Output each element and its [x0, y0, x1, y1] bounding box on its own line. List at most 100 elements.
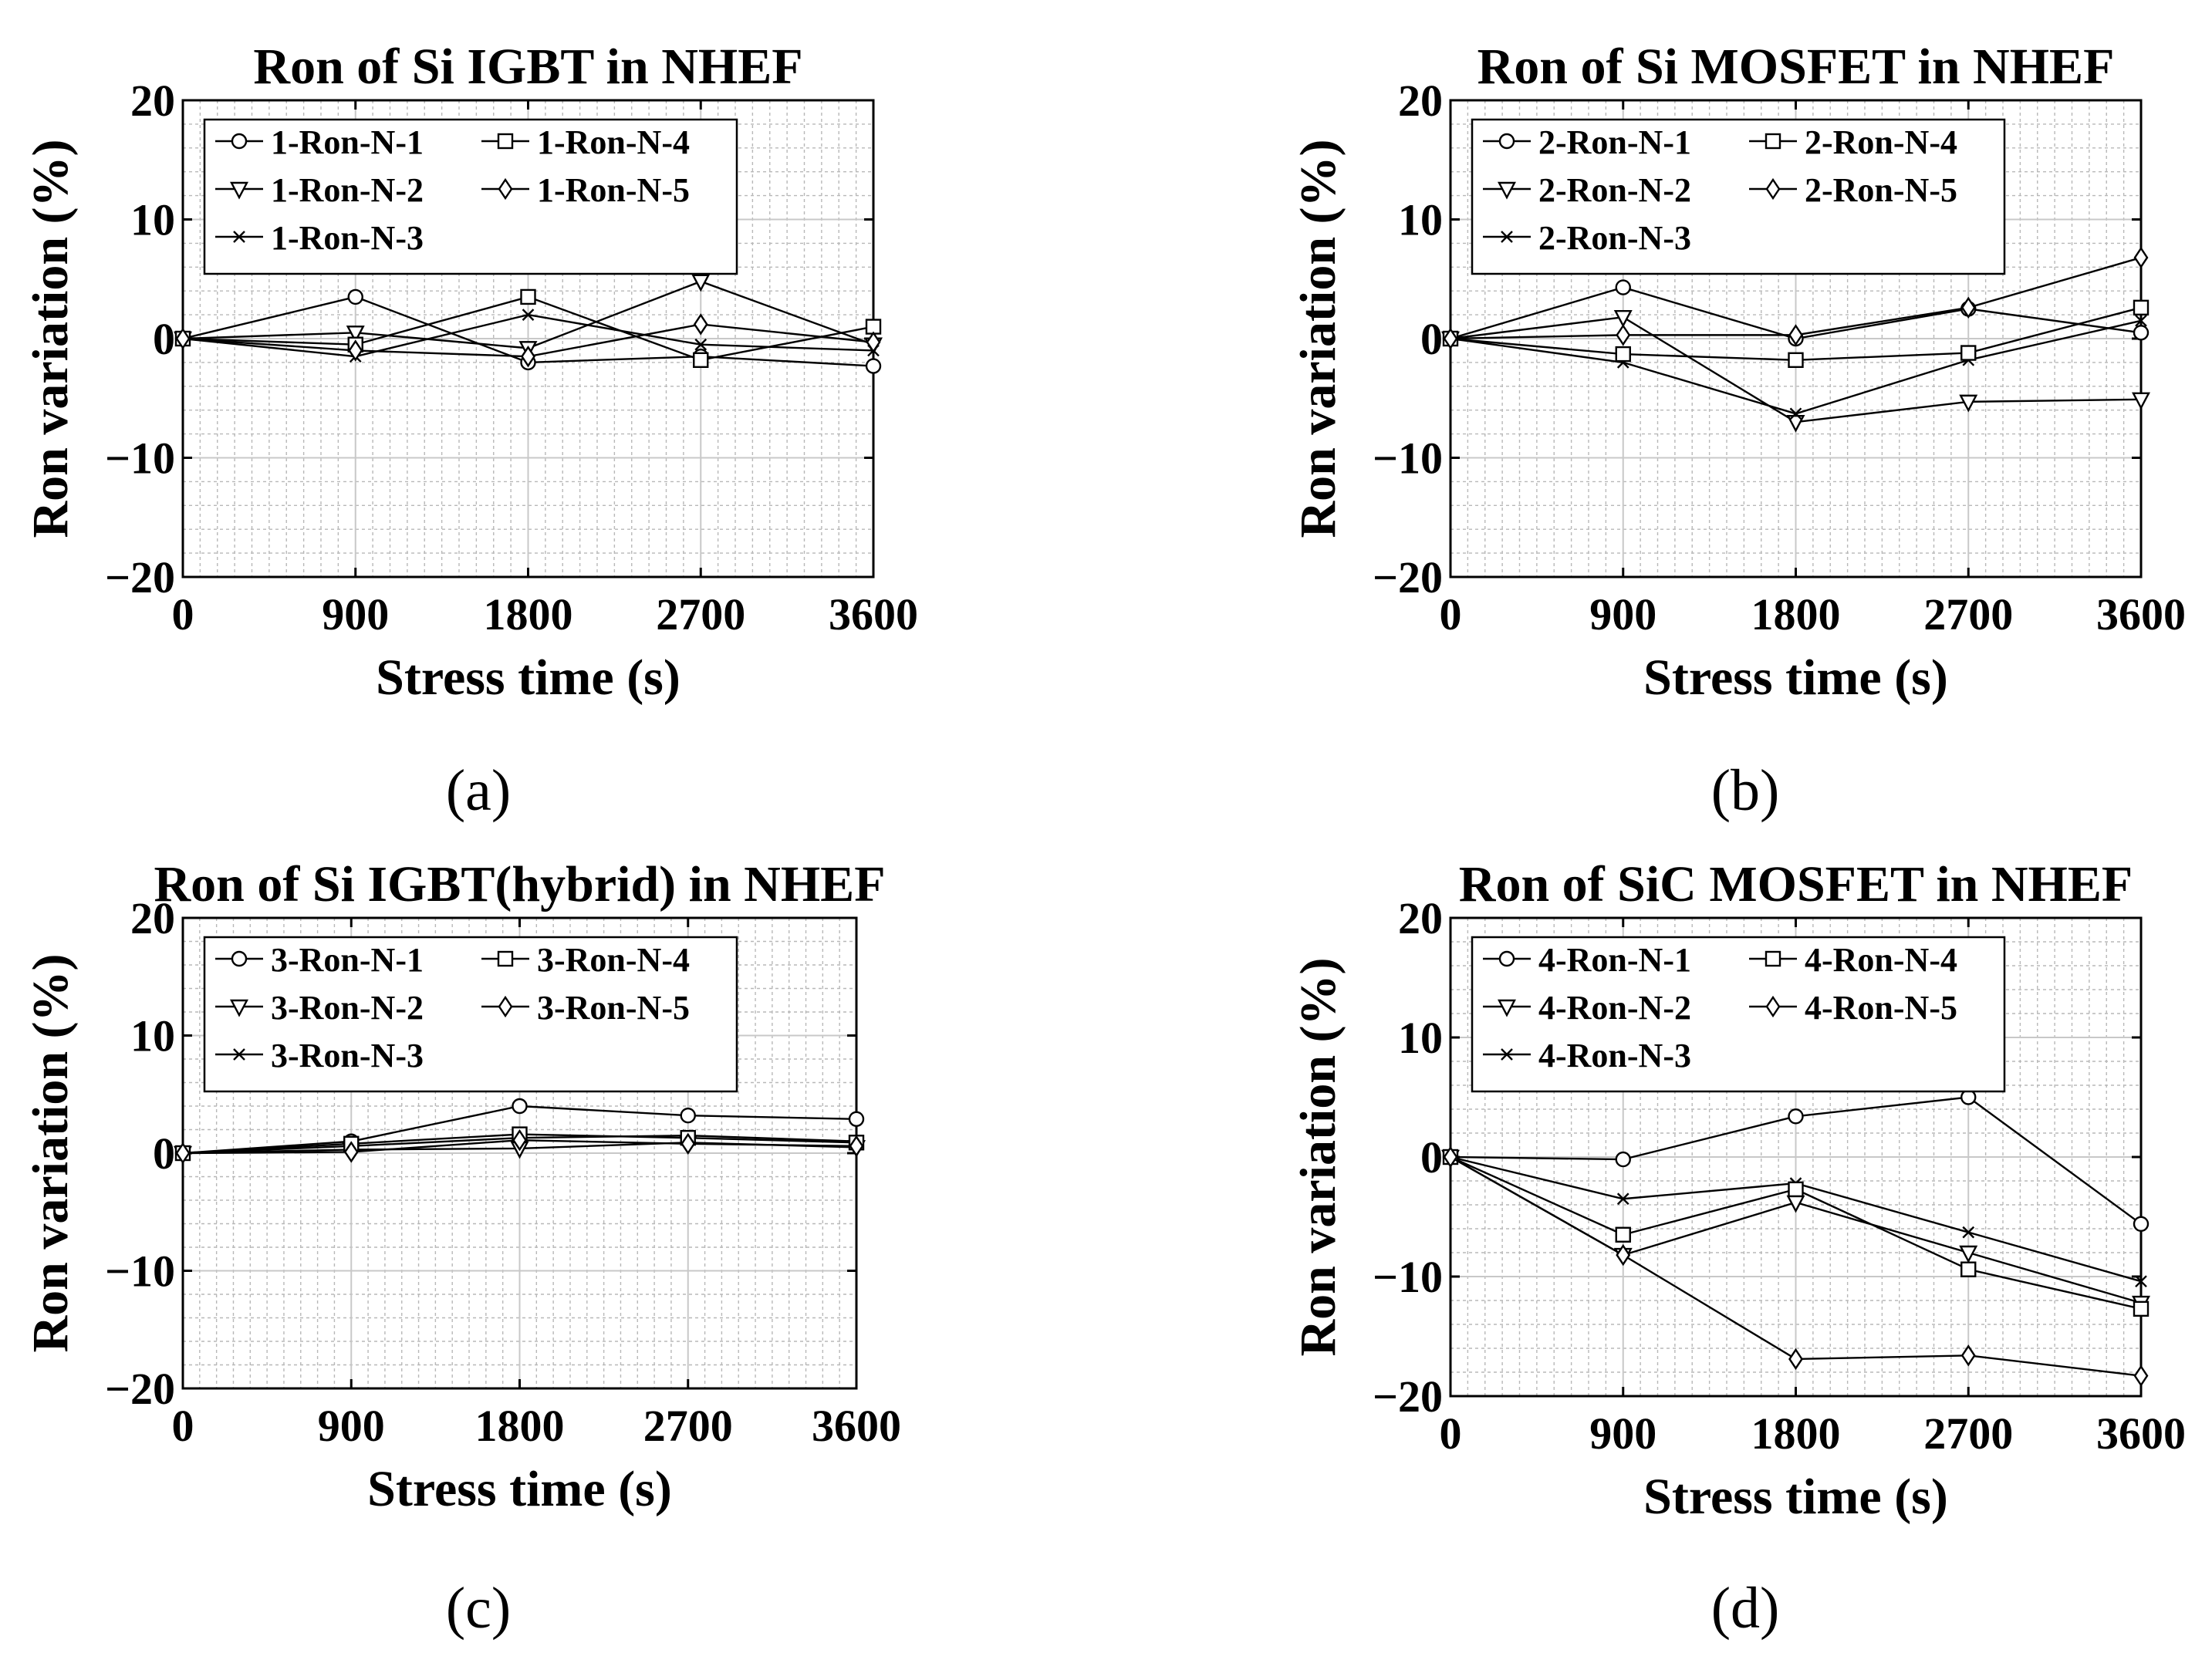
- legend: 2-Ron-N-1 2-Ron-N-2 2-Ron-N-3 2-Ron-N-4 2-Ro…: [1471, 118, 2006, 275]
- data-point: [1615, 1226, 1631, 1243]
- y-tick-label: −20: [1373, 552, 1443, 602]
- legend-item-1-Ron-N-2: 1-Ron-N-2: [215, 171, 424, 209]
- legend-item-1-Ron-N-5: 1-Ron-N-5: [481, 171, 690, 209]
- legend-item-3-Ron-N-3: 3-Ron-N-3: [215, 1037, 424, 1074]
- series-3-Ron-N-5: [175, 1129, 864, 1165]
- y-tick-label: 10: [130, 1011, 175, 1061]
- y-tick-label: 0: [1420, 314, 1443, 364]
- y-tick-label: −20: [1373, 1371, 1443, 1422]
- legend-label: 1-Ron-N-5: [537, 171, 690, 209]
- data-point: [346, 326, 365, 343]
- data-point: [1788, 1348, 1803, 1371]
- data-point: [1443, 327, 1458, 350]
- legend-item-2-Ron-N-1: 2-Ron-N-1: [1483, 123, 1691, 161]
- x-axis-label: Stress time (s): [1643, 1469, 1948, 1525]
- series-4-Ron-N-5: [1443, 1145, 2149, 1387]
- data-point: [866, 331, 881, 353]
- y-tick-label: 0: [153, 1128, 175, 1179]
- data-point: [693, 352, 709, 369]
- y-tick-label: −10: [105, 1246, 175, 1297]
- legend-label: 3-Ron-N-3: [271, 1037, 424, 1074]
- series-2-Ron-N-5: [1443, 246, 2149, 350]
- data-point: [2133, 299, 2150, 316]
- y-tick-label: −10: [105, 433, 175, 484]
- legend-label: 4-Ron-N-3: [1538, 1037, 1691, 1074]
- legend-label: 3-Ron-N-2: [271, 989, 424, 1027]
- data-point: [1788, 1108, 1804, 1125]
- legend-item-4-Ron-N-3: 4-Ron-N-3: [1483, 1037, 1691, 1074]
- data-point: [680, 1132, 696, 1155]
- chart-panel-1: 0 900 1800 2700 3600 20 10 0 −10 −20 Ron of Si IGB…: [22, 39, 918, 706]
- data-point: [2133, 325, 2150, 341]
- data-point: [848, 1111, 865, 1127]
- y-tick-label: 0: [153, 314, 175, 364]
- data-point: [1615, 346, 1631, 363]
- x-tick-label: 3600: [829, 589, 918, 639]
- y-axis-label: Ron variation (%): [22, 954, 79, 1353]
- legend-marker: [1765, 995, 1781, 1018]
- chart-panel-3: 0 900 1800 2700 3600 20 10 0 −10 −20 Ron of Si IGB…: [22, 856, 901, 1517]
- x-tick-label: 900: [1589, 1408, 1656, 1459]
- x-tick-label: 1800: [475, 1401, 565, 1451]
- y-tick-label: 20: [1398, 893, 1443, 943]
- legend-marker: [1501, 1048, 1513, 1061]
- legend-marker: [230, 181, 248, 200]
- legend-item-1-Ron-N-1: 1-Ron-N-1: [215, 123, 424, 161]
- x-tick-label: 1800: [1751, 1408, 1841, 1459]
- data-point: [175, 1142, 191, 1165]
- legend-item-2-Ron-N-2: 2-Ron-N-2: [1483, 171, 1691, 209]
- x-tick-label: 3600: [812, 1401, 901, 1451]
- x-tick-label: 900: [322, 589, 389, 639]
- panel-caption: (a): [446, 758, 511, 823]
- data-point: [865, 358, 882, 374]
- legend-marker: [1765, 133, 1781, 150]
- legend-label: 4-Ron-N-5: [1805, 989, 1957, 1027]
- legend-label: 2-Ron-N-2: [1538, 171, 1691, 209]
- x-axis-label: Stress time (s): [376, 649, 680, 706]
- y-tick-label: 0: [1420, 1132, 1443, 1182]
- legend-marker: [1498, 999, 1516, 1017]
- x-tick-label: 0: [172, 1401, 194, 1451]
- y-tick-label: 20: [130, 893, 175, 943]
- y-tick-label: −20: [105, 1364, 175, 1414]
- data-point: [694, 338, 708, 351]
- legend-item-2-Ron-N-5: 2-Ron-N-5: [1749, 171, 1957, 209]
- chart-title: Ron of Si MOSFET in NHEF: [1477, 39, 2115, 95]
- legend-item-3-Ron-N-4: 3-Ron-N-4: [481, 941, 690, 979]
- data-point: [1616, 1192, 1629, 1206]
- data-point: [1962, 1226, 1975, 1239]
- data-point: [343, 1141, 359, 1163]
- data-point: [1786, 414, 1805, 433]
- data-point: [1960, 296, 1976, 319]
- legend-marker: [1498, 950, 1515, 967]
- x-tick-label: 3600: [2096, 1408, 2186, 1459]
- legend-marker: [231, 133, 248, 150]
- data-point: [693, 313, 708, 336]
- data-point: [520, 288, 536, 305]
- panel-caption: (b): [1711, 758, 1780, 823]
- data-point: [680, 1107, 696, 1124]
- legend-item-4-Ron-N-2: 4-Ron-N-2: [1483, 989, 1691, 1027]
- x-tick-label: 1800: [1751, 589, 1841, 639]
- legend-label: 2-Ron-N-3: [1538, 219, 1691, 257]
- data-point: [1788, 352, 1804, 369]
- legend-marker: [498, 995, 513, 1018]
- legend-item-2-Ron-N-4: 2-Ron-N-4: [1749, 123, 1957, 161]
- legend-marker: [230, 999, 248, 1017]
- legend-item-4-Ron-N-5: 4-Ron-N-5: [1749, 989, 1957, 1027]
- legend-marker: [497, 133, 514, 150]
- legend-item-4-Ron-N-1: 4-Ron-N-1: [1483, 941, 1691, 979]
- legend-label: 3-Ron-N-5: [537, 989, 690, 1027]
- legend-marker: [498, 177, 513, 201]
- data-point: [1616, 1243, 1631, 1267]
- legend-item-3-Ron-N-5: 3-Ron-N-5: [481, 989, 690, 1027]
- legend-box: [203, 118, 738, 275]
- legend-label: 1-Ron-N-4: [537, 123, 690, 161]
- data-point: [1959, 394, 1978, 413]
- data-point: [175, 327, 191, 350]
- y-tick-label: 10: [1398, 1013, 1443, 1063]
- legend-marker: [1498, 133, 1515, 150]
- data-point: [849, 1135, 864, 1158]
- data-point: [2135, 314, 2147, 327]
- legend-label: 1-Ron-N-2: [271, 171, 424, 209]
